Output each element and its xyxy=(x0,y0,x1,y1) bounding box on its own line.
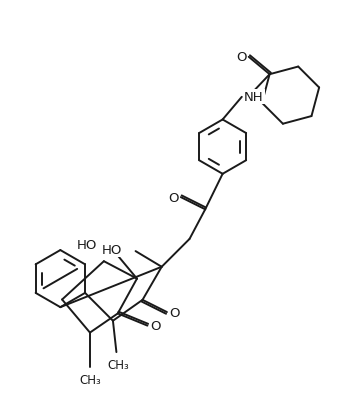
Text: CH₃: CH₃ xyxy=(80,373,102,386)
Text: CH₃: CH₃ xyxy=(107,358,129,371)
Text: O: O xyxy=(169,306,180,319)
Text: O: O xyxy=(150,319,160,332)
Text: NH: NH xyxy=(244,91,264,104)
Text: O: O xyxy=(168,191,178,204)
Text: HO: HO xyxy=(102,243,122,256)
Text: O: O xyxy=(236,51,246,64)
Text: HO: HO xyxy=(77,239,98,252)
